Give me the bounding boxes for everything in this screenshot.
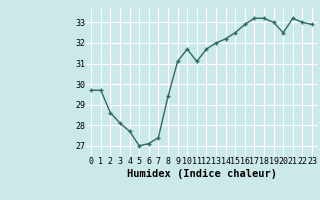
X-axis label: Humidex (Indice chaleur): Humidex (Indice chaleur) <box>127 169 276 179</box>
